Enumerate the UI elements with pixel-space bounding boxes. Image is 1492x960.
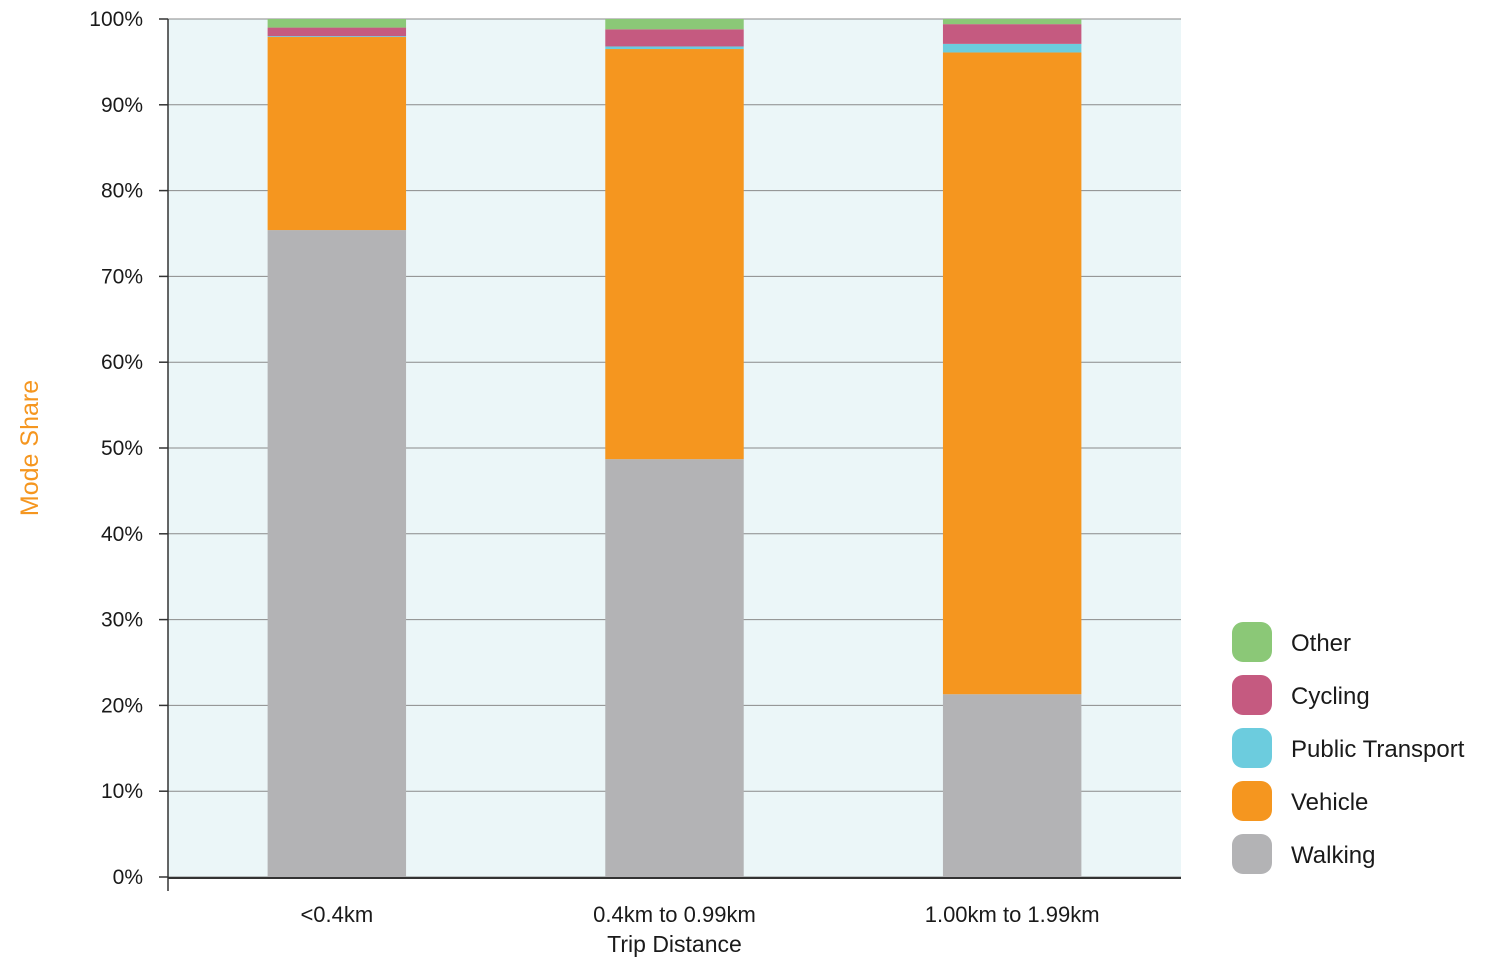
bar-segment: Cycling: 2.3% [942,24,1082,44]
y-axis-title: Mode Share [16,380,44,516]
y-tick-label: 90% [101,94,143,117]
legend-label: Other [1291,630,1351,657]
y-tick-label: 80% [101,180,143,203]
legend-swatch [1232,834,1272,874]
y-tick-label: 60% [101,351,143,374]
y-tick-label: 20% [101,694,143,717]
axes [159,18,1181,891]
legend-label: Public Transport [1291,736,1465,763]
y-tick-label: 30% [101,609,143,632]
bar-segment: Vehicle: 74.8% [942,52,1082,695]
legend-label: Vehicle [1291,789,1368,816]
x-tick-label: <0.4km [300,902,373,927]
bar-segment: Vehicle: 47.8% [605,49,744,460]
legend-label: Walking [1291,842,1375,869]
x-tick-labels: <0.4km 0.4km to 0.99km 1.00km to 1.99km [300,902,1099,927]
bar-segment: Walking: 75.4% [267,230,407,877]
legend-swatch [1232,781,1272,821]
legend-swatch [1232,728,1272,768]
legend-swatch [1232,675,1272,715]
bar-segment: Other: 0.6% [942,19,1082,25]
y-tick-labels: 0% 10% 20% 30% 40% 50% 60% 70% 80% 90% 100% [89,8,143,889]
legend-label: Cycling [1291,683,1370,710]
x-tick-label: 0.4km to 0.99km [593,902,756,927]
bar-segment: Other: 1.2% [605,19,744,30]
bar-segment: Public Transport: 0.1% [267,36,407,38]
bar-segment: Cycling: 2% [605,29,744,47]
y-tick-label: 40% [101,523,143,546]
bars: Walking: 75.4%Vehicle: 22.5%Public Trans… [267,19,1082,877]
bar-segment: Walking: 21.3% [942,694,1082,877]
x-axis-title: Trip Distance [607,931,742,957]
legend: Other Cycling Public Transport Vehicle Walki… [1232,622,1465,874]
y-tick-label: 0% [113,866,143,889]
bar-segment: Vehicle: 22.5% [267,37,407,231]
y-tick-label: 50% [101,437,143,460]
y-tick-label: 10% [101,780,143,803]
y-tick-label: 100% [89,8,143,31]
bar-segment: Public Transport: 1% [942,43,1082,53]
bar-segment: Public Transport: 0.3% [605,46,744,50]
y-tick-label: 70% [101,265,143,288]
bar-segment: Walking: 48.7% [605,459,744,877]
bar-segment: Other: 1% [267,19,407,28]
bar-segment: Cycling: 1% [267,27,407,37]
legend-swatch [1232,622,1272,662]
x-tick-label: 1.00km to 1.99km [925,902,1100,927]
